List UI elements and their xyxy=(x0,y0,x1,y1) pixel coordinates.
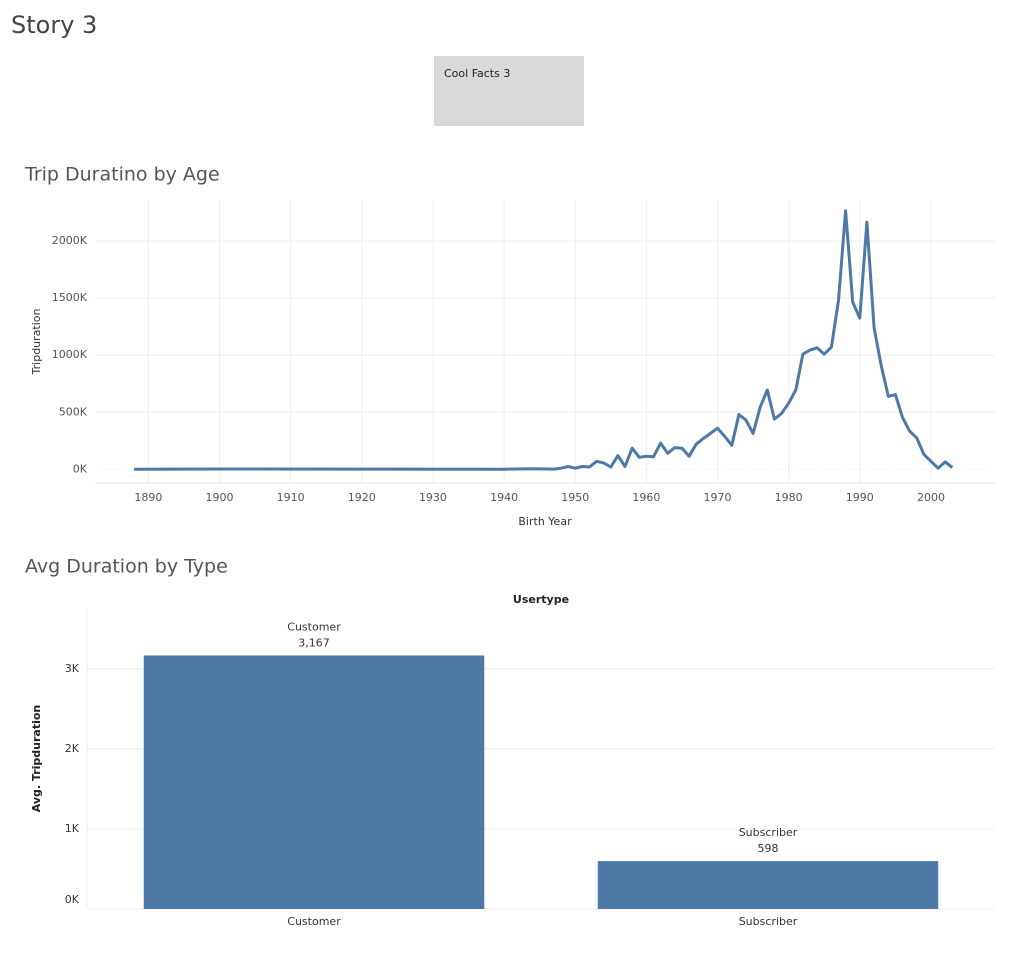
x-tick-label: 1940 xyxy=(490,491,518,504)
y-tick-label: 1500K xyxy=(52,291,88,304)
bar xyxy=(597,861,939,909)
y-axis-label: Avg. Tripduration xyxy=(30,705,43,813)
y-tick-label: 0K xyxy=(73,462,88,475)
y-axis-label: Tripduration xyxy=(30,308,43,375)
x-tick-label: 1900 xyxy=(206,491,234,504)
x-tick-label: 1890 xyxy=(134,491,162,504)
data-label-category: Subscriber xyxy=(739,826,798,839)
x-tick-label: 1950 xyxy=(561,491,589,504)
chart-title: Trip Duratino by Age xyxy=(24,164,220,186)
caption: Cool Facts 3 xyxy=(444,67,510,80)
y-tick-label: 500K xyxy=(59,405,88,418)
y-tick-label: 3K xyxy=(65,662,80,675)
data-label: 598 xyxy=(758,842,779,855)
bar xyxy=(143,655,485,909)
x-tick-label: 1920 xyxy=(348,491,376,504)
x-tick-label: 1960 xyxy=(632,491,660,504)
story-title: Story 3 xyxy=(11,11,97,39)
x-tick-label: 1980 xyxy=(775,491,803,504)
y-tick-label: 2000K xyxy=(52,234,88,247)
column-header: Usertype xyxy=(513,593,569,606)
x-tick-label: 1970 xyxy=(704,491,732,504)
data-label-category: Customer xyxy=(287,620,341,633)
y-tick-label: 2K xyxy=(65,742,80,755)
y-tick-label: 1000K xyxy=(52,348,88,361)
x-tick-label: Customer xyxy=(287,915,341,928)
data-label: 3,167 xyxy=(298,636,330,649)
chart-title: Avg Duration by Type xyxy=(25,556,228,578)
y-tick-label: 0K xyxy=(65,893,80,906)
x-tick-label: Subscriber xyxy=(739,915,798,928)
x-tick-label: 2000 xyxy=(917,491,945,504)
x-axis-label: Birth Year xyxy=(518,515,572,528)
x-tick-label: 1910 xyxy=(277,491,305,504)
line xyxy=(134,209,954,471)
y-tick-label: 1K xyxy=(65,822,80,835)
caption-box xyxy=(434,56,584,126)
x-tick-label: 1930 xyxy=(419,491,447,504)
x-tick-label: 1990 xyxy=(846,491,874,504)
